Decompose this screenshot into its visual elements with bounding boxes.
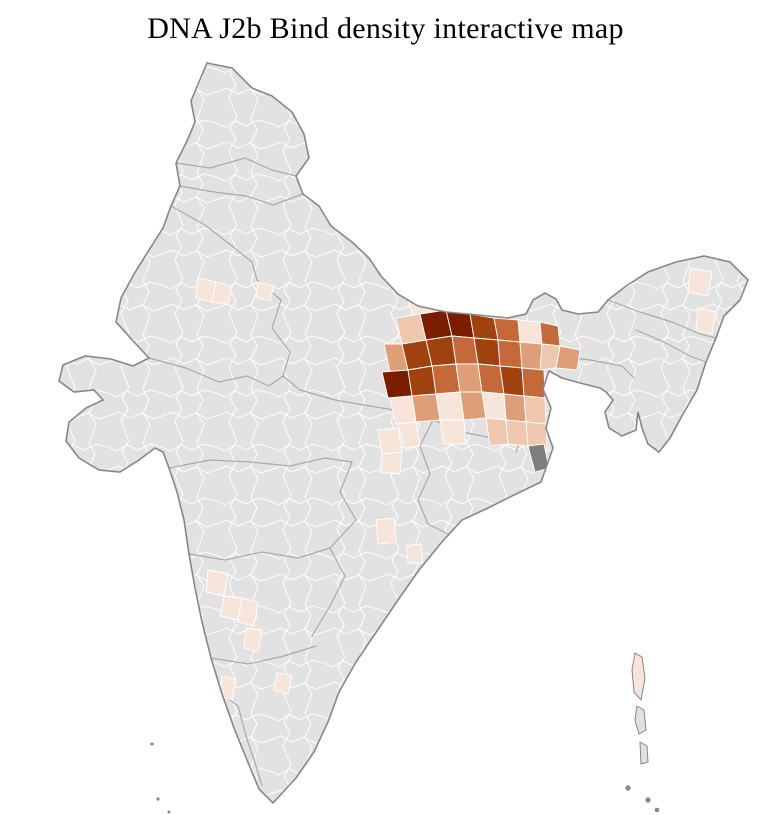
district-region[interactable] (481, 391, 507, 421)
district-region[interactable] (425, 335, 457, 367)
district-region[interactable] (211, 281, 233, 305)
district-region[interactable] (473, 337, 501, 367)
andaman-island[interactable] (631, 652, 646, 702)
district-region[interactable] (499, 365, 525, 397)
andaman-island[interactable] (639, 741, 649, 765)
district-region[interactable] (379, 451, 403, 475)
nicobar-island[interactable] (654, 807, 660, 813)
district-region[interactable] (237, 597, 259, 627)
district-region[interactable] (517, 319, 543, 345)
district-region[interactable] (521, 367, 546, 399)
state-border-line (168, 457, 353, 469)
state-border-line (148, 357, 284, 387)
district-region[interactable] (493, 317, 521, 343)
state-border-line (256, 279, 291, 377)
district-region[interactable] (539, 321, 561, 347)
state-border-line (170, 205, 258, 281)
district-region[interactable] (503, 393, 527, 423)
district-region[interactable] (555, 345, 581, 371)
district-region[interactable] (205, 569, 229, 597)
district-region[interactable] (431, 363, 461, 395)
district-region[interactable] (375, 517, 397, 545)
district-region[interactable] (439, 419, 467, 445)
state-border-line (188, 547, 331, 561)
lakshadweep-island[interactable] (156, 797, 160, 801)
district-region[interactable] (255, 281, 275, 302)
state-border-line (607, 299, 717, 339)
lakshadweep-island[interactable] (150, 742, 154, 746)
india-outline (58, 62, 749, 805)
nicobar-island[interactable] (625, 785, 631, 791)
district-region[interactable] (455, 363, 483, 393)
state-border-line (210, 645, 317, 665)
district-region[interactable] (411, 393, 441, 423)
district-region[interactable] (459, 391, 487, 421)
state-border-line (175, 157, 297, 177)
district-region[interactable] (273, 671, 293, 695)
state-border-line (635, 329, 707, 363)
lakshadweep-island[interactable] (167, 810, 171, 814)
district-region[interactable] (525, 421, 548, 449)
district-region[interactable] (435, 391, 465, 421)
lakshadweep-islands (150, 742, 171, 814)
state-border-line (221, 693, 263, 787)
district-region[interactable] (695, 307, 717, 335)
district-region[interactable] (243, 627, 263, 653)
state-border-line (329, 461, 357, 549)
district-region[interactable] (405, 543, 424, 564)
andaman-island[interactable] (634, 705, 647, 735)
andaman-nicobar-islands (625, 652, 660, 813)
district-region[interactable] (397, 421, 421, 449)
state-border-line (282, 375, 301, 391)
state-border-line (311, 547, 346, 637)
district-region[interactable] (523, 395, 547, 425)
district-region[interactable] (377, 427, 403, 455)
nicobar-island[interactable] (645, 797, 651, 803)
district-choropleth (195, 267, 717, 701)
district-region[interactable] (497, 339, 523, 369)
page-title: DNA J2b Bind density interactive map (147, 12, 624, 45)
state-border-line (417, 419, 434, 525)
district-region[interactable] (485, 417, 509, 447)
district-region[interactable] (407, 365, 437, 397)
district-region[interactable] (505, 419, 529, 447)
state-border-line (179, 185, 304, 206)
district-region[interactable] (687, 267, 713, 297)
